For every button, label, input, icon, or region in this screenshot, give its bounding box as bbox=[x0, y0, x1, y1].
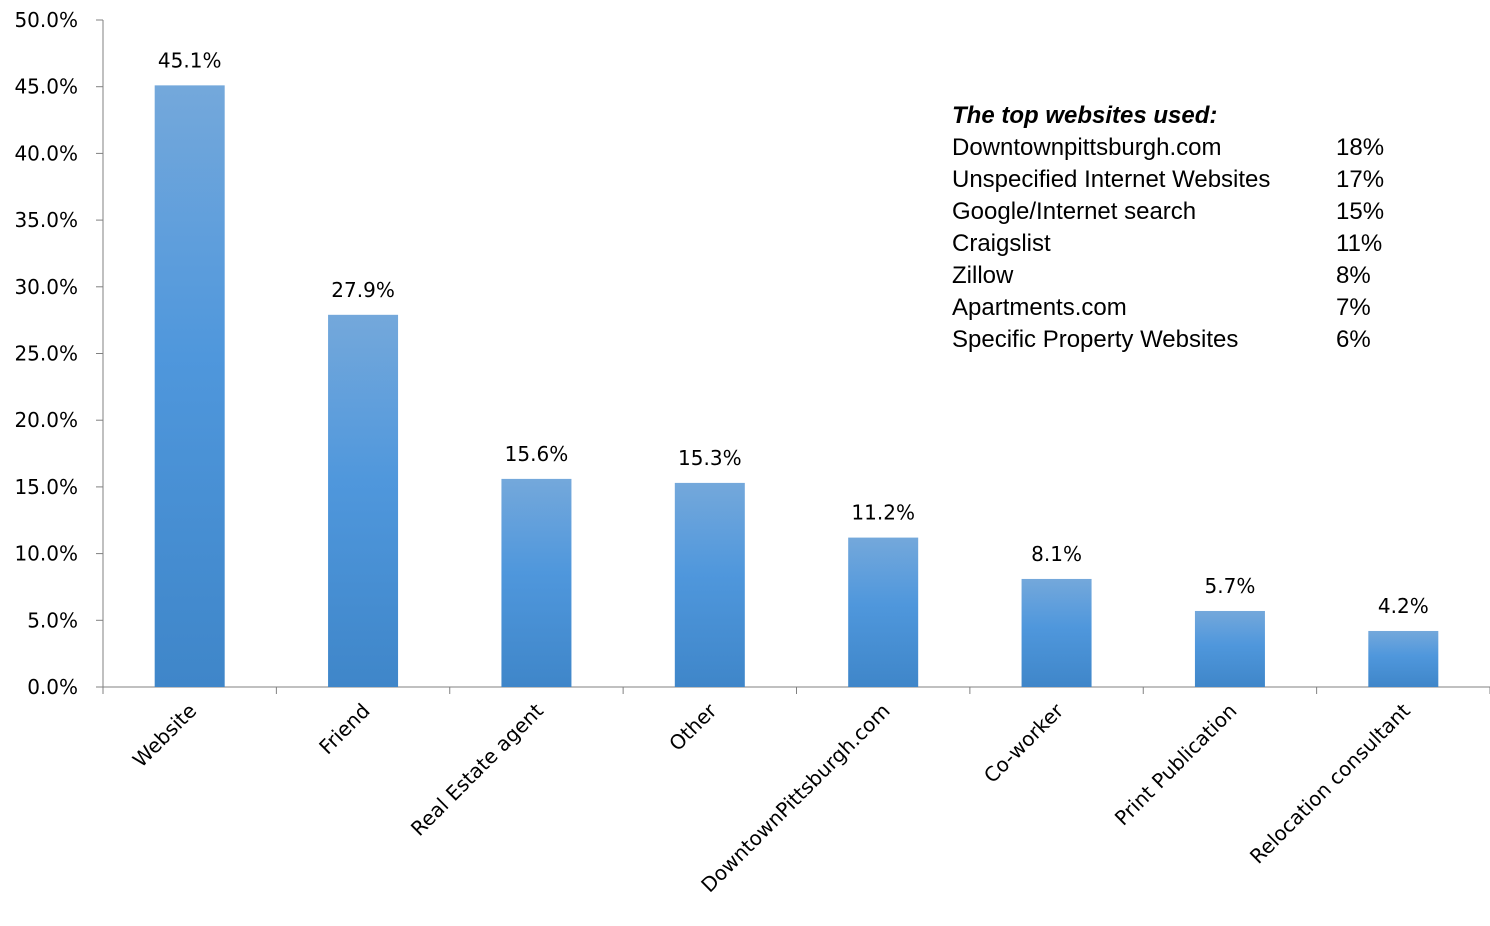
data-label: 8.1% bbox=[1031, 542, 1082, 566]
website-pct: 17% bbox=[1336, 166, 1385, 193]
website-row: Downtownpittsburgh.com 18% bbox=[952, 132, 1412, 164]
data-label: 4.2% bbox=[1378, 594, 1429, 618]
category-label: Co-worker bbox=[979, 698, 1069, 788]
bar bbox=[1368, 630, 1439, 687]
top-websites-box: The top websites used: Downtownpittsburg… bbox=[952, 100, 1412, 356]
category-label: Print Publication bbox=[1110, 699, 1242, 831]
website-name: Apartments.com bbox=[952, 294, 1127, 321]
category-label: Other bbox=[664, 698, 722, 756]
top-websites-title: The top websites used: bbox=[952, 102, 1218, 129]
y-tick-label: 40.0% bbox=[14, 141, 78, 165]
y-axis: 0.0% 5.0% 10.0% 15.0% 20.0% 25.0% 30.0% 35.0% 40… bbox=[14, 8, 104, 699]
website-name: Zillow bbox=[952, 262, 1014, 289]
y-tick-label: 45.0% bbox=[14, 75, 78, 99]
data-label: 27.9% bbox=[331, 278, 395, 302]
website-row: Specific Property Websites 6% bbox=[952, 324, 1412, 356]
website-pct: 18% bbox=[1336, 134, 1385, 161]
website-name: Downtownpittsburgh.com bbox=[952, 134, 1222, 161]
website-name: Specific Property Websites bbox=[952, 326, 1239, 353]
website-pct: 8% bbox=[1336, 262, 1371, 289]
website-pct: 11% bbox=[1336, 230, 1383, 257]
website-row: Google/Internet search 15% bbox=[952, 196, 1412, 228]
category-label: DowntownPittsburgh.com bbox=[696, 699, 895, 898]
bar bbox=[674, 482, 745, 687]
data-label: 15.6% bbox=[505, 442, 569, 466]
website-pct: 15% bbox=[1336, 198, 1385, 225]
category-label: Real Estate agent bbox=[406, 698, 548, 840]
category-label: Website bbox=[128, 699, 201, 772]
data-label: 15.3% bbox=[678, 446, 742, 470]
website-name: Craigslist bbox=[952, 230, 1051, 257]
data-labels: 45.1% 27.9% 15.6% 15.3% 11.2% 8.1% 5.7% 4.2% bbox=[158, 48, 1429, 618]
category-label: Friend bbox=[314, 699, 374, 759]
category-label: Relocation consultant bbox=[1245, 698, 1415, 868]
bar bbox=[1021, 578, 1092, 687]
y-tick-label: 50.0% bbox=[14, 8, 78, 32]
y-tick-label: 30.0% bbox=[14, 275, 78, 299]
y-tick-label: 25.0% bbox=[14, 342, 78, 366]
website-pct: 6% bbox=[1336, 326, 1371, 353]
y-tick-label: 10.0% bbox=[14, 542, 78, 566]
data-label: 5.7% bbox=[1205, 574, 1256, 598]
website-name: Unspecified Internet Websites bbox=[952, 166, 1271, 193]
y-tick-label: 15.0% bbox=[14, 475, 78, 499]
y-tick-label: 0.0% bbox=[27, 675, 78, 699]
data-label: 45.1% bbox=[158, 48, 222, 72]
website-pct: 7% bbox=[1336, 294, 1371, 321]
website-row: Zillow 8% bbox=[952, 260, 1412, 292]
bar bbox=[848, 537, 919, 687]
y-tick-label: 35.0% bbox=[14, 208, 78, 232]
website-row: Apartments.com 7% bbox=[952, 292, 1412, 324]
website-name: Google/Internet search bbox=[952, 198, 1197, 225]
x-axis: Website Friend Real Estate agent OtherDownt… bbox=[102, 686, 1490, 898]
y-tick-label: 20.0% bbox=[14, 408, 78, 432]
bar bbox=[328, 314, 399, 687]
website-row: Unspecified Internet Websites 17% bbox=[952, 164, 1412, 196]
y-tick-label: 5.0% bbox=[27, 608, 78, 632]
bar bbox=[1194, 610, 1265, 687]
data-label: 11.2% bbox=[851, 501, 915, 525]
bar bbox=[501, 478, 572, 687]
bar bbox=[154, 85, 225, 688]
website-row: Craigslist 11% bbox=[952, 228, 1412, 260]
bars bbox=[154, 85, 1439, 688]
